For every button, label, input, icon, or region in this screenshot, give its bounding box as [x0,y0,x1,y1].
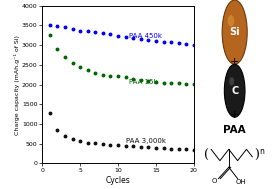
Ellipse shape [228,15,234,26]
Text: PAA 3,000k: PAA 3,000k [126,138,166,144]
Circle shape [222,0,247,64]
Text: n: n [259,147,264,156]
Text: Si: Si [229,27,240,37]
Ellipse shape [229,77,234,85]
Text: PAA 450k: PAA 450k [129,33,162,39]
Text: PAA: PAA [223,125,246,135]
Text: OH: OH [236,179,246,185]
Circle shape [224,64,245,117]
Text: O: O [212,178,218,184]
Text: (: ( [204,149,209,162]
Y-axis label: Charge capacity (mAh.g⁻¹ of Si): Charge capacity (mAh.g⁻¹ of Si) [14,35,20,135]
Text: +: + [230,57,239,67]
Text: ): ) [254,149,259,162]
X-axis label: Cycles: Cycles [106,176,130,185]
Text: PAA 15k: PAA 15k [129,79,158,85]
Text: +: + [230,110,239,120]
Text: C: C [231,86,238,96]
